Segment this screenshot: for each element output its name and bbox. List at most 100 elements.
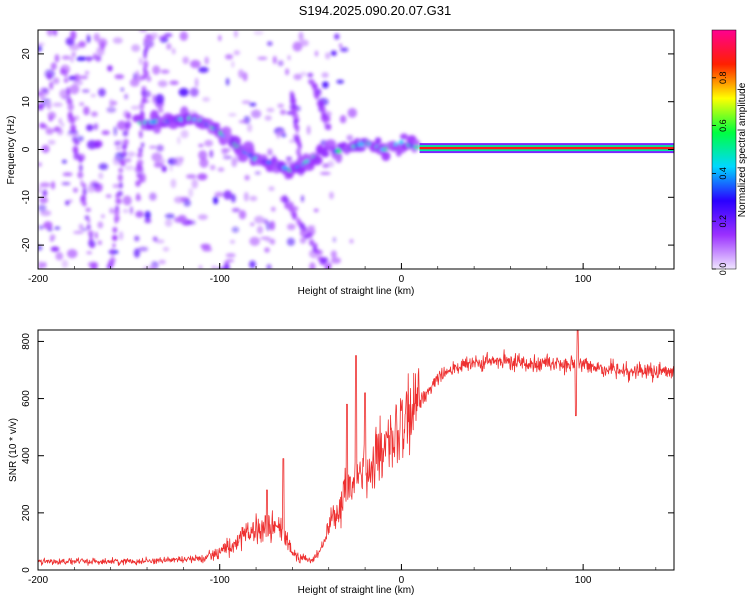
spectrogram-cell <box>247 147 255 155</box>
spectrogram-cell <box>158 35 168 41</box>
spectrogram-cell <box>152 236 158 242</box>
x-tick-label: 0 <box>399 575 405 586</box>
spectrogram-cell <box>225 54 233 60</box>
spectrogram-cell <box>157 107 164 114</box>
spectrogram-cell <box>119 159 125 165</box>
spectrogram-cell <box>188 187 194 198</box>
spectrogram-cell <box>101 130 110 136</box>
spectrogram-cell <box>299 39 309 47</box>
spectrogram-cell <box>266 107 275 113</box>
spectrogram-cell <box>287 55 291 61</box>
spectrogram-cell <box>277 60 284 67</box>
spectrogram-cell <box>124 93 129 100</box>
colorbar-label: Normalized spectral amplitude <box>737 82 748 217</box>
spectrogram-cell <box>210 164 216 171</box>
spectrogram-cell <box>72 125 76 134</box>
spectrogram-cell <box>141 95 147 104</box>
spectrogram-cell <box>141 89 147 97</box>
spectrogram-cell <box>38 204 47 212</box>
spectrogram-cell <box>321 106 326 112</box>
colorbar-tick-label: 0.0 <box>718 263 728 276</box>
spectrogram-cell <box>292 41 303 52</box>
spectrogram-cell <box>50 246 60 252</box>
spectrogram-cell <box>177 214 187 223</box>
spectrogram-cell <box>84 70 90 75</box>
x-tick-label: -100 <box>210 274 230 285</box>
spectrogram-cell <box>327 160 335 168</box>
spectrogram-cell <box>230 193 236 203</box>
spectrogram-cell <box>289 139 295 143</box>
spectrogram-cell <box>129 206 133 215</box>
spectrogram-cell <box>349 238 354 244</box>
spectrogram-cell <box>298 31 304 41</box>
spectrogram-cell <box>160 69 170 74</box>
spectrogram-cell <box>114 74 125 80</box>
spectrogram-cell <box>286 237 295 246</box>
spectrogram-cell <box>321 72 329 78</box>
spectrogram-cell <box>233 50 241 56</box>
spectrogram-cell <box>131 44 141 52</box>
spectrogram-cell <box>209 149 214 158</box>
spectrogram-cell <box>253 30 264 35</box>
spectrogram-cell <box>306 125 311 135</box>
spectrogram-cell <box>238 210 247 220</box>
snr-panel: -200 -100 0 100 0 200 400 600 800 Height of str… <box>8 329 675 596</box>
y-tick-label: 600 <box>21 390 32 407</box>
spectrogram-cell <box>225 253 236 258</box>
spectrogram-x-ticks: -200 -100 0 100 <box>28 263 657 285</box>
spectrogram-cell <box>330 257 341 264</box>
spectrogram-cell <box>199 157 209 168</box>
spectrogram-cell <box>257 56 268 60</box>
spectrogram-cell <box>107 65 113 72</box>
spectrogram-cell <box>68 199 73 203</box>
spectrogram-cell <box>143 37 149 43</box>
spectrogram-cell <box>183 199 191 207</box>
spectrogram-cell <box>204 56 209 65</box>
spectrogram-cell <box>87 34 91 44</box>
spectrogram-cell <box>135 210 144 218</box>
spectrogram-cell <box>73 73 81 82</box>
spectrogram-cell <box>185 174 197 179</box>
spectrogram-cell <box>290 107 298 115</box>
spectrogram-cell <box>319 171 331 175</box>
spectrogram-cell <box>222 155 233 160</box>
spectrogram-cell <box>267 41 273 46</box>
spectrogram-cell <box>326 115 331 123</box>
spectrogram-cell <box>38 186 42 194</box>
spectrogram-cell <box>98 163 109 171</box>
spectrogram-cell <box>100 41 105 51</box>
spectrogram-cell <box>98 88 106 97</box>
spectrogram-cell <box>173 196 185 204</box>
spectrogram-cell <box>188 220 196 225</box>
spectrogram-cell <box>70 116 76 125</box>
spectrogram-cell <box>133 248 140 258</box>
spectrogram-cell <box>293 73 303 81</box>
spectrogram-cell <box>82 183 87 189</box>
spectrogram-cell <box>60 64 71 75</box>
spectrogram-cell <box>269 238 276 245</box>
spectrogram-cell <box>288 201 294 208</box>
spectrogram-cell <box>78 164 83 172</box>
spectrogram-cell <box>330 250 337 259</box>
spectrogram-cell <box>202 97 211 102</box>
x-tick-label: 0 <box>399 274 405 285</box>
spectrogram-cell <box>83 56 94 61</box>
spectrogram-cell <box>270 206 276 212</box>
spectrogram-cell <box>111 234 118 240</box>
spectrogram-cell <box>198 265 203 269</box>
spectrogram-cell <box>129 78 140 87</box>
spectrogram-cell <box>214 191 224 198</box>
spectrogram-cell <box>84 215 90 220</box>
spectrogram-cell <box>400 133 408 140</box>
spectrogram-cell <box>39 122 46 128</box>
spectrogram-cell <box>109 98 113 109</box>
spectrogram-cell <box>50 62 57 71</box>
spectrogram-image <box>38 30 674 269</box>
spectrogram-cell <box>41 144 50 154</box>
spectrogram-cell <box>256 225 264 234</box>
snr-series-line <box>38 330 674 566</box>
spectrogram-cell <box>347 108 357 118</box>
spectrogram-cell <box>39 182 51 188</box>
snr-y-label: SNR (10 * v/v) <box>8 418 19 482</box>
spectrogram-cell <box>191 179 199 189</box>
